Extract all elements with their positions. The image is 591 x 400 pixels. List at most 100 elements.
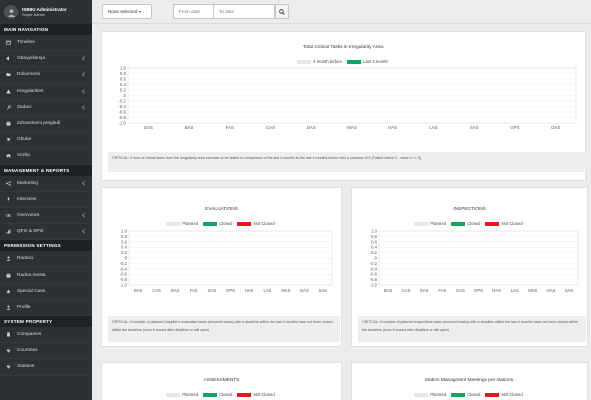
graduation-cap-icon bbox=[5, 136, 12, 143]
legend-label: Planned bbox=[430, 392, 447, 397]
legend-label: Planned bbox=[430, 221, 447, 226]
sidebar-item-label: Interview bbox=[17, 196, 37, 202]
sidebar: ISBIKI Administrator Super Admin MAIN NA… bbox=[0, 0, 92, 400]
legend-label: Not Closed bbox=[501, 392, 523, 397]
sidebar-item-label: Obuke bbox=[17, 137, 32, 143]
search-button[interactable] bbox=[275, 4, 289, 19]
legend-item[interactable]: Not Closed bbox=[485, 221, 523, 226]
calendar-icon bbox=[5, 39, 12, 46]
legend-item[interactable]: Planned bbox=[166, 221, 198, 226]
sidebar-item-radna-mesta[interactable]: Radna mesta bbox=[0, 267, 92, 284]
sidebar-item-label: Dokumenti bbox=[17, 72, 40, 78]
sidebar-section-header: MANAGEMENT & REPORTS bbox=[0, 164, 92, 176]
assessments-panel: ASSESSMENTS Planned Closed Not Closed bbox=[101, 362, 342, 400]
sidebar-item-stations[interactable]: Stations bbox=[0, 359, 92, 376]
inspections-note: CRITICAL: If number of planned Inspectio… bbox=[358, 316, 586, 342]
legend-swatch bbox=[166, 392, 181, 397]
critical-chart-legend: 4 month before Last 4 month bbox=[102, 59, 585, 64]
legend-label: Closed bbox=[467, 392, 481, 397]
sidebar-item-zdravstveni-pregledi[interactable]: Zdravstveni pregledi bbox=[0, 116, 92, 133]
y-tick-label: -0.6 bbox=[370, 272, 378, 277]
sidebar-item-countries[interactable]: Countries bbox=[0, 343, 92, 360]
legend-item[interactable]: Closed bbox=[203, 392, 232, 397]
assessments-chart-title: ASSESSMENTS bbox=[203, 378, 240, 383]
legend-swatch bbox=[297, 59, 312, 64]
y-tick-label: 0 bbox=[375, 255, 378, 260]
evaluations-panel: EVALUATIONS Planned Closed Not Closed 1.0 0… bbox=[101, 187, 342, 347]
legend-label: Not Closed bbox=[501, 221, 523, 226]
y-tick-label: -1.0 bbox=[370, 282, 378, 287]
legend-item[interactable]: Planned bbox=[414, 392, 446, 397]
x-tick-label: GPS bbox=[510, 125, 519, 130]
user-profile[interactable]: ISBIKI Administrator Super Admin bbox=[0, 0, 92, 24]
sidebar-item-qfis-spis[interactable]: QFIs & SPIs bbox=[0, 224, 92, 241]
legend-swatch bbox=[166, 221, 181, 226]
y-tick-label: -0.8 bbox=[370, 277, 378, 282]
chevron-left-icon bbox=[81, 72, 85, 78]
x-tick-label: MAS bbox=[281, 288, 290, 293]
sidebar-item-interview[interactable]: Interview bbox=[0, 192, 92, 208]
sidebar-section-header: PERMISSION SETTINGS bbox=[0, 240, 92, 252]
legend-item[interactable]: Closed bbox=[451, 392, 480, 397]
legend-swatch bbox=[451, 221, 466, 226]
sidebar-item-label: Timeline bbox=[17, 40, 35, 46]
to-date-input[interactable] bbox=[213, 4, 275, 19]
sidebar-item-label: Vozila bbox=[17, 153, 30, 159]
sidebar-item-vozila[interactable]: Vozila bbox=[0, 148, 92, 165]
sidebar-item-irregularities[interactable]: Irregularities bbox=[0, 84, 92, 100]
location-icon bbox=[5, 363, 12, 370]
legend-label: Planned bbox=[182, 392, 199, 397]
x-tick-label: FAS bbox=[438, 288, 446, 293]
evaluations-note: CRITICAL: If number of planned Supplier'… bbox=[108, 316, 340, 342]
sidebar-item-label: Radna mesta bbox=[17, 272, 46, 278]
legend-item[interactable]: Not Closed bbox=[485, 392, 523, 397]
evaluations-chart-legend: Planned Closed Not Closed bbox=[102, 221, 341, 226]
department-select-value: None selected bbox=[108, 9, 138, 14]
legend-label: Last 4 month bbox=[363, 59, 388, 64]
sidebar-item-obuke[interactable]: Obuke bbox=[0, 132, 92, 149]
sidebar-item-dokumenti[interactable]: Dokumenti bbox=[0, 67, 92, 84]
wrench-icon bbox=[5, 104, 12, 111]
y-tick-label: 0.2 bbox=[121, 250, 127, 255]
y-tick-label: 0.8 bbox=[121, 234, 127, 239]
medkit-icon bbox=[5, 120, 12, 127]
legend-item[interactable]: Closed bbox=[451, 221, 480, 226]
x-tick-label: MAS bbox=[528, 288, 537, 293]
inspections-chart-title: INSPECTIONS bbox=[453, 207, 486, 212]
sidebar-item-label: Obavještenja bbox=[17, 56, 45, 62]
inspections-chart: 1.00.80.60.40.20-0.2-0.4-0.6-0.8-1.0 BAS C… bbox=[370, 228, 579, 293]
legend-item[interactable]: Closed bbox=[203, 221, 232, 226]
y-tick-label: -0.6 bbox=[120, 272, 128, 277]
x-tick-label: OAS bbox=[300, 288, 309, 293]
legend-item[interactable]: Not Closed bbox=[237, 392, 275, 397]
sidebar-item-profile[interactable]: Profile bbox=[0, 300, 92, 316]
x-tick-label: GAS bbox=[144, 125, 153, 130]
sidebar-item-radnici[interactable]: Radnici bbox=[0, 251, 92, 268]
legend-item[interactable]: Not Closed bbox=[237, 221, 275, 226]
x-tick-label: OAS bbox=[551, 125, 560, 130]
legend-swatch bbox=[237, 392, 252, 397]
x-tick-label: DAS bbox=[171, 288, 180, 293]
critical-tasks-chart: 1.00.80.60.40.20-0.2-0.4-0.6-0.8-1.0 GAS B… bbox=[118, 66, 577, 130]
legend-item[interactable]: Planned bbox=[414, 221, 446, 226]
legend-item[interactable]: Planned bbox=[166, 392, 198, 397]
evaluations-chart-title: EVALUATIONS bbox=[205, 207, 238, 212]
sidebar-item-special-case[interactable]: Special Case bbox=[0, 284, 92, 300]
sidebar-item-label: Stations bbox=[17, 364, 35, 370]
sidebar-item-timeline[interactable]: Timeline bbox=[0, 35, 92, 52]
map-marker-icon bbox=[5, 347, 12, 354]
sidebar-item-companies[interactable]: Companies bbox=[0, 327, 92, 344]
legend-item[interactable]: Last 4 month bbox=[347, 59, 388, 64]
station-meetings-panel: Station Managment Meetings per stations.… bbox=[351, 362, 588, 400]
sidebar-item-zadaci[interactable]: Zadaci bbox=[0, 100, 92, 116]
department-multiselect[interactable]: None selected bbox=[102, 4, 152, 19]
x-tick-label: GAS bbox=[208, 288, 217, 293]
legend-item[interactable]: 4 month before bbox=[297, 59, 342, 64]
y-tick-label: 0.4 bbox=[120, 82, 127, 87]
x-tick-label: BAS bbox=[185, 125, 194, 130]
sidebar-item-overviews[interactable]: Overviews bbox=[0, 208, 92, 225]
caret-down-icon bbox=[139, 10, 142, 13]
sidebar-item-marketing[interactable]: Marketing bbox=[0, 176, 92, 192]
sidebar-item-obavje-tenja[interactable]: Obavještenja bbox=[0, 51, 92, 68]
y-tick-label: 0.4 bbox=[371, 245, 377, 250]
